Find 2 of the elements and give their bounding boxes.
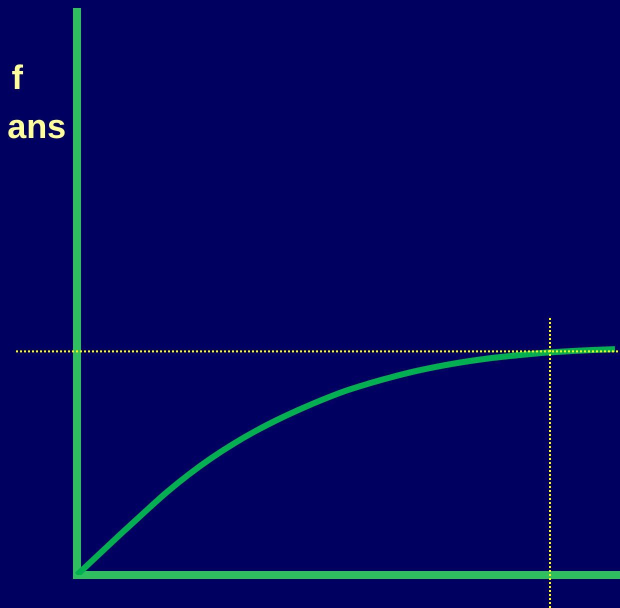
text: f bbox=[12, 59, 24, 97]
text: ans bbox=[7, 108, 66, 146]
